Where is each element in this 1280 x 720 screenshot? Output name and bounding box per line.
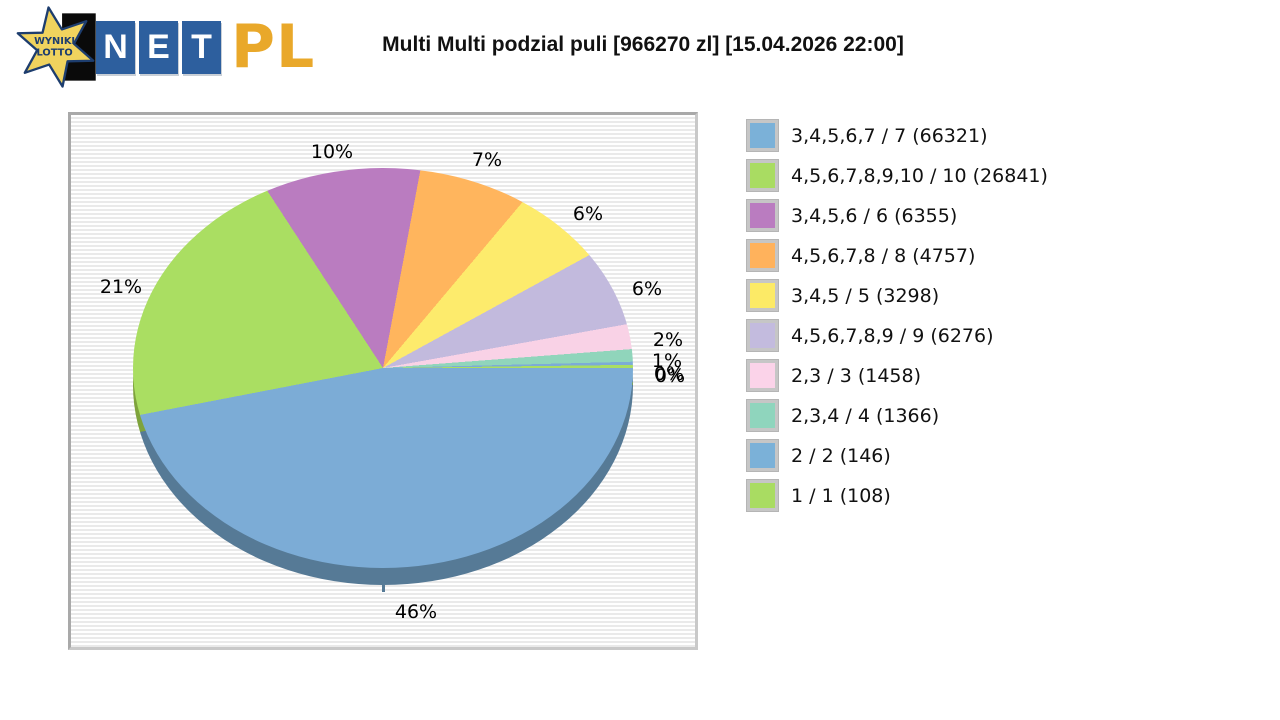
pie-percent-label: 46%	[394, 601, 438, 623]
legend-swatch	[747, 440, 778, 471]
lotto-star-icon: WYNIKI LOTTO	[10, 4, 102, 90]
page-title: Multi Multi podzial puli [966270 zl] [15…	[382, 33, 904, 56]
legend-label: 4,5,6,7,8 / 8 (4757)	[791, 244, 976, 267]
logo-net: N E T	[96, 20, 225, 74]
legend-swatch	[747, 280, 778, 311]
star-text-line2: LOTTO	[37, 47, 73, 58]
pie-percent-label: 2%	[652, 329, 684, 351]
star-text-line1: WYNIKI	[34, 36, 75, 47]
pie-percent-label: 1%	[651, 350, 683, 372]
legend-swatch	[747, 320, 778, 351]
pie-percent-label: 6%	[631, 278, 663, 300]
legend-label: 3,4,5,6 / 6 (6355)	[791, 204, 958, 227]
legend-swatch	[747, 240, 778, 271]
legend-label: 3,4,5,6,7 / 7 (66321)	[791, 124, 988, 147]
chart-panel: 46% 21% 10% 7% 6% 6% 2% 1% 0% 0%	[68, 112, 698, 650]
legend-row: 2,3 / 3 (1458)	[747, 360, 1048, 391]
logo-pl: PL	[231, 12, 316, 82]
site-logo: WYNIKI LOTTO N E T PL	[10, 4, 315, 90]
logo-letter-t: T	[182, 20, 221, 74]
legend-row: 2 / 2 (146)	[747, 440, 1048, 471]
legend-row: 4,5,6,7,8 / 8 (4757)	[747, 240, 1048, 271]
pie-chart	[133, 168, 633, 568]
pie-bottom-tick	[382, 585, 385, 592]
legend-row: 3,4,5 / 5 (3298)	[747, 280, 1048, 311]
legend-swatch	[747, 160, 778, 191]
legend-label: 1 / 1 (108)	[791, 484, 891, 507]
legend-swatch	[747, 400, 778, 431]
legend-label: 2 / 2 (146)	[791, 444, 891, 467]
legend-swatch	[747, 360, 778, 391]
pie-percent-label: 0%	[654, 365, 686, 387]
legend-row: 1 / 1 (108)	[747, 480, 1048, 511]
legend-row: 3,4,5,6 / 6 (6355)	[747, 200, 1048, 231]
legend-label: 2,3 / 3 (1458)	[791, 364, 922, 387]
legend-label: 2,3,4 / 4 (1366)	[791, 404, 940, 427]
logo-letter-e: E	[139, 20, 178, 74]
legend-label: 4,5,6,7,8,9 / 9 (6276)	[791, 324, 994, 347]
legend-row: 4,5,6,7,8,9 / 9 (6276)	[747, 320, 1048, 351]
pie-percent-label: 21%	[99, 276, 143, 298]
legend-label: 3,4,5 / 5 (3298)	[791, 284, 940, 307]
chart-legend: 3,4,5,6,7 / 7 (66321) 4,5,6,7,8,9,10 / 10…	[747, 120, 1048, 520]
legend-swatch	[747, 480, 778, 511]
legend-row: 4,5,6,7,8,9,10 / 10 (26841)	[747, 160, 1048, 191]
legend-swatch	[747, 200, 778, 231]
star-icon: WYNIKI LOTTO	[16, 6, 96, 88]
legend-row: 3,4,5,6,7 / 7 (66321)	[747, 120, 1048, 151]
pie-percent-label: 0%	[653, 363, 685, 385]
legend-label: 4,5,6,7,8,9,10 / 10 (26841)	[791, 164, 1048, 187]
pie-percent-label: 6%	[572, 203, 604, 225]
legend-row: 2,3,4 / 4 (1366)	[747, 400, 1048, 431]
logo-letter-n: N	[96, 20, 135, 74]
legend-swatch	[747, 120, 778, 151]
pie-percent-label: 10%	[310, 141, 354, 163]
pie-percent-label: 7%	[471, 149, 503, 171]
